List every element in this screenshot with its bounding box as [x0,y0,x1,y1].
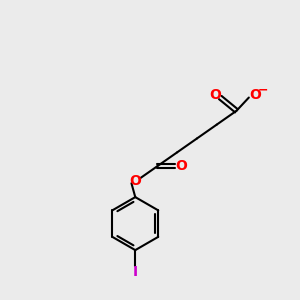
Text: O: O [129,174,141,188]
Text: O: O [209,88,221,102]
Text: O: O [249,88,261,102]
Text: O: O [176,159,188,172]
Text: I: I [133,265,138,279]
Text: −: − [258,83,268,96]
